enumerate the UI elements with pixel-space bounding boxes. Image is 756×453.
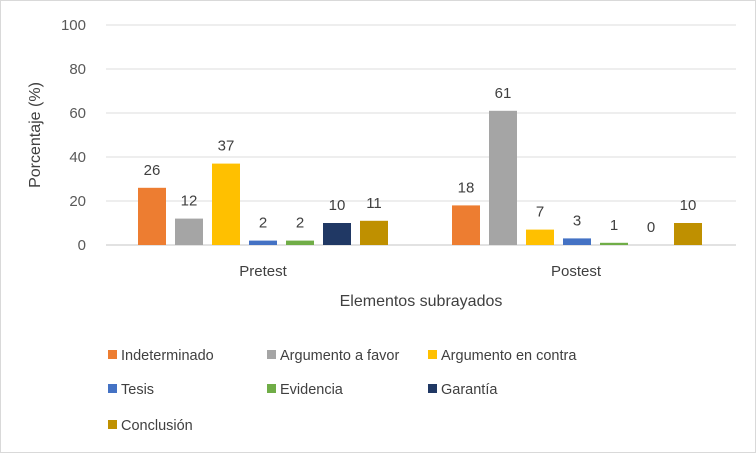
bar: [452, 205, 480, 245]
x-tick-label: Postest: [551, 263, 602, 280]
legend-swatch: [428, 384, 437, 393]
bar: [489, 110, 517, 245]
bar: [563, 238, 591, 245]
legend-item: Evidencia: [267, 382, 344, 398]
legend-label: Argumento a favor: [280, 348, 399, 364]
bar: [175, 218, 203, 245]
data-label: 1: [610, 217, 618, 234]
data-label: 2: [296, 215, 304, 232]
data-label: 2: [259, 215, 267, 232]
y-tick-label: 80: [69, 61, 86, 78]
bar: [674, 223, 702, 245]
legend-label: Argumento en contra: [441, 348, 577, 364]
data-label: 26: [144, 162, 161, 179]
bar: [360, 220, 388, 245]
data-label: 10: [680, 197, 697, 214]
legend-swatch: [267, 350, 276, 359]
data-label: 37: [218, 138, 235, 155]
y-tick-label: 40: [69, 149, 86, 166]
y-tick-label: 100: [61, 17, 86, 34]
bar: [138, 187, 166, 245]
bar: [600, 242, 628, 245]
y-tick-label: 0: [78, 237, 86, 254]
legend-label: Garantía: [441, 382, 498, 398]
data-label: 10: [329, 197, 346, 214]
y-tick-label: 20: [69, 193, 86, 210]
x-tick-label: Pretest: [239, 263, 287, 280]
bar: [526, 229, 554, 245]
data-label: 12: [181, 193, 198, 210]
data-label: 18: [458, 179, 475, 196]
x-axis-title: Elementos subrayados: [340, 293, 503, 310]
data-label: 0: [647, 219, 655, 236]
data-label: 3: [573, 212, 581, 229]
legend-swatch: [108, 384, 117, 393]
legend-label: Indeterminado: [121, 348, 214, 364]
legend-item: Tesis: [108, 382, 154, 398]
legend-item: Garantía: [428, 382, 498, 398]
legend-swatch: [267, 384, 276, 393]
bar: [323, 223, 351, 245]
data-label: 7: [536, 204, 544, 221]
y-tick-label: 60: [69, 105, 86, 122]
bar: [286, 240, 314, 245]
legend-item: Argumento a favor: [267, 348, 399, 364]
legend-item: Conclusión: [108, 418, 193, 434]
legend-swatch: [428, 350, 437, 359]
bar: [249, 240, 277, 245]
legend-swatch: [108, 350, 117, 359]
data-label: 61: [495, 85, 512, 102]
y-axis-title: Porcentaje (%): [27, 82, 44, 188]
bar: [212, 163, 240, 245]
legend-swatch: [108, 420, 117, 429]
legend-item: Argumento en contra: [428, 348, 577, 364]
legend-item: Indeterminado: [108, 348, 214, 364]
legend-label: Conclusión: [121, 418, 193, 434]
legend-label: Tesis: [121, 382, 154, 398]
legend-label: Evidencia: [280, 382, 344, 398]
data-label: 11: [366, 195, 382, 212]
